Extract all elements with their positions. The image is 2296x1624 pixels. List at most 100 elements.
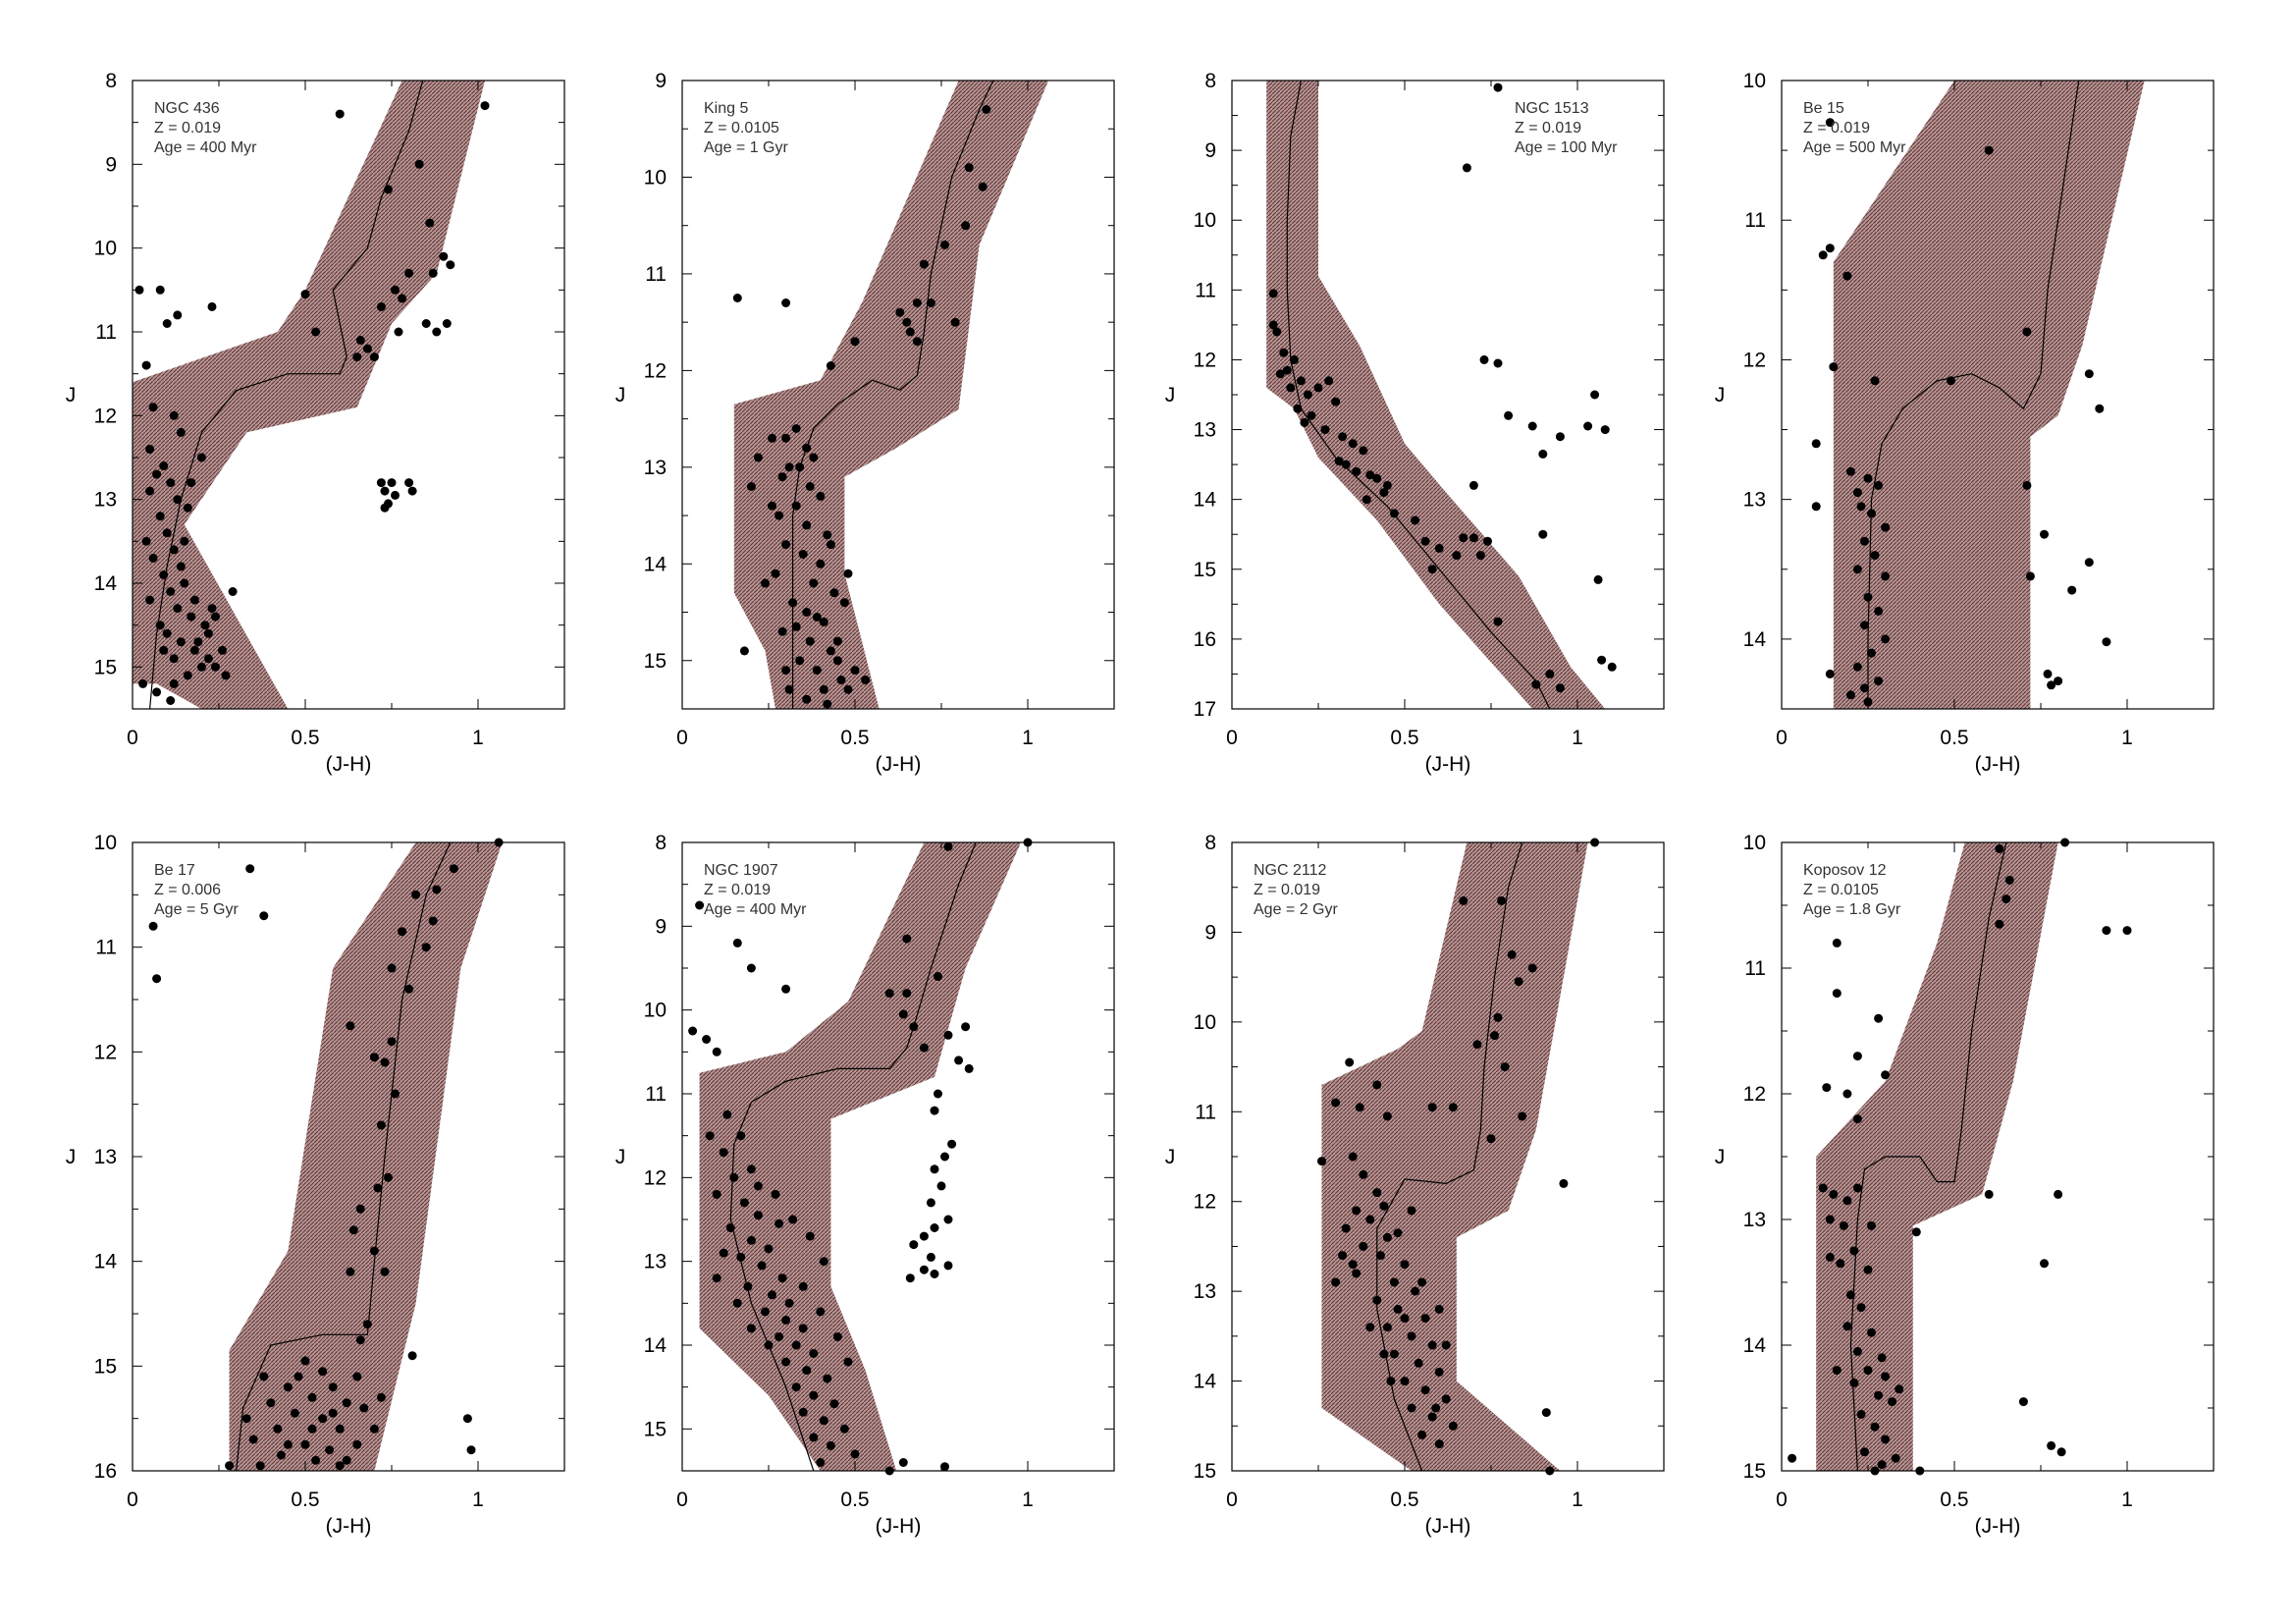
data-point [802,1366,812,1376]
y-tick-label: 14 [1194,1371,1217,1393]
y-tick-label: 10 [1743,70,1766,92]
data-point [743,1281,753,1291]
isochrone-band [133,81,485,709]
data-point [1849,1378,1859,1387]
data-point [173,310,183,320]
isochrone-band [699,842,1021,1471]
data-point [829,1399,839,1409]
data-point [1863,473,1873,483]
data-point [1286,383,1296,393]
data-point [1434,1304,1444,1314]
y-tick-label: 12 [644,359,667,382]
data-point [1852,1346,1862,1356]
data-point [1527,963,1537,973]
data-point [384,1172,393,1182]
data-point [155,285,165,295]
data-point [1382,480,1392,490]
data-point [376,1392,386,1402]
data-point [421,319,431,328]
data-point [169,410,179,420]
y-axis-label: J [1715,1146,1726,1168]
data-point [791,1340,801,1350]
data-point [380,1267,390,1276]
data-point [934,972,942,981]
data-point [462,1414,472,1424]
data-point [162,319,172,328]
data-point [255,1461,265,1471]
data-point [1493,82,1503,92]
isochrone-band [1816,842,2058,1471]
data-point [1507,949,1517,959]
data-point [1911,1227,1921,1237]
data-point [1984,1189,1994,1199]
y-tick-label: 13 [94,1146,117,1168]
data-point [207,604,217,614]
isochrone-line [1867,81,2083,709]
data-point [1860,1447,1869,1457]
y-tick-label: 13 [1194,1280,1216,1303]
data-point [1434,543,1444,553]
y-tick-label: 13 [1194,419,1216,442]
data-point [1407,1206,1416,1216]
data-point [155,621,165,630]
data-point [719,1248,728,1258]
data-point [387,478,397,488]
y-tick-label: 9 [1204,921,1216,944]
x-axis-label: (J-H) [1975,753,2021,776]
data-point [781,1357,791,1367]
data-point [1825,1215,1835,1224]
data-point [398,294,407,303]
data-point [1829,1189,1839,1199]
data-point [2102,926,2111,936]
data-point [761,578,770,588]
data-point [943,1215,953,1224]
data-point [1434,1439,1444,1449]
data-point [1541,1408,1551,1418]
data-point [982,105,991,114]
data-point [746,1164,756,1174]
x-tick-label: 1 [2121,727,2133,749]
data-point [1856,1409,1866,1419]
data-point [176,427,186,437]
data-point [823,1374,832,1383]
data-point [1870,1422,1880,1432]
y-tick-label: 12 [1743,1083,1766,1106]
data-point [1282,365,1292,375]
data-point [311,1455,321,1465]
y-tick-label: 8 [1204,70,1216,92]
data-point [1303,390,1312,400]
y-tick-label: 12 [94,405,117,427]
y-tick-label: 16 [94,1460,117,1483]
panel-annotation-line: Be 17 [154,862,195,879]
data-point [905,1273,915,1283]
panel-annotation-line: Koposov 12 [1803,862,1887,879]
data-point [1825,669,1835,678]
x-axis-label: (J-H) [876,753,922,776]
data-point [380,486,390,496]
data-point [1881,571,1891,581]
data-point [795,656,805,666]
data-point [1414,1358,1423,1368]
data-point [145,486,155,496]
data-point [802,520,812,530]
data-point [152,687,162,697]
panel-annotation-line: Z = 0.019 [1803,120,1870,136]
panel-annotation-line: Z = 0.019 [154,120,221,136]
data-point [719,1148,728,1158]
data-point [1863,1265,1873,1274]
data-point [1877,1353,1887,1363]
data-point [369,1053,379,1062]
data-point [2022,327,2032,337]
data-point [736,1252,746,1262]
data-point [141,536,151,546]
data-point [207,301,217,311]
isochrone-line [1286,81,1551,709]
cmd-panel-6: 0 0.5 1 8 9 10 11 12 13 14 15 (J-H) J NGC 1907 Z = 0.0… [615,832,1115,1538]
data-point [169,678,179,688]
data-point [832,656,842,666]
data-point [335,109,345,119]
data-point [352,1439,362,1449]
data-point [819,684,828,694]
